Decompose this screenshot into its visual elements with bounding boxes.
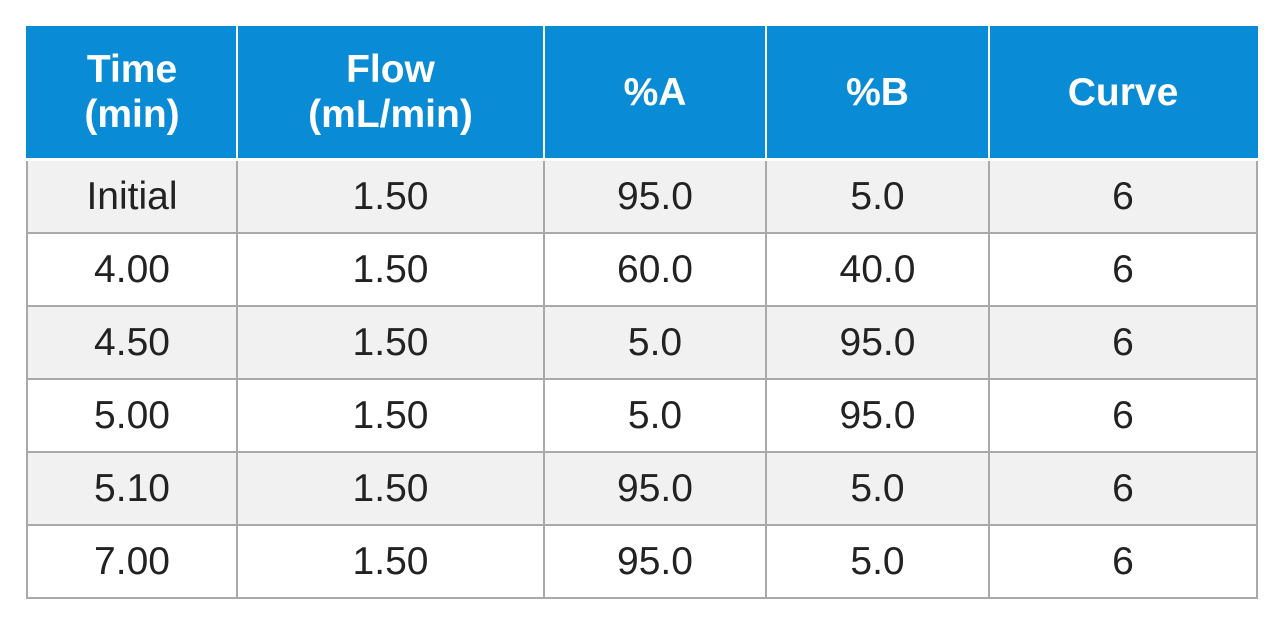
cell-curve: 6 xyxy=(988,451,1258,526)
header-curve: Curve xyxy=(988,26,1258,161)
table-body: Initial 1.50 95.0 5.0 6 4.00 1.50 60.0 4… xyxy=(26,158,1258,599)
header-time-label: Time xyxy=(86,48,178,91)
cell-curve: 6 xyxy=(988,305,1258,380)
table-row: 5.00 1.50 5.0 95.0 6 xyxy=(26,378,1258,453)
cell-time: 4.00 xyxy=(26,232,238,307)
header-curve-label: Curve xyxy=(1067,70,1179,114)
cell-percent-a: 5.0 xyxy=(543,378,767,453)
cell-curve: 6 xyxy=(988,232,1258,307)
table-row: 4.50 1.50 5.0 95.0 6 xyxy=(26,305,1258,380)
header-flow: Flow (mL/min) xyxy=(236,26,545,161)
cell-curve: 6 xyxy=(988,378,1258,453)
gradient-table: Time (min) Flow (mL/min) %A %B Curve Ini… xyxy=(26,26,1258,599)
cell-percent-a: 95.0 xyxy=(543,158,767,234)
cell-percent-b: 5.0 xyxy=(765,158,990,234)
table-row: 7.00 1.50 95.0 5.0 6 xyxy=(26,524,1258,599)
cell-flow: 1.50 xyxy=(236,451,545,526)
header-percent-b: %B xyxy=(765,26,990,161)
cell-percent-a: 5.0 xyxy=(543,305,767,380)
table-row: Initial 1.50 95.0 5.0 6 xyxy=(26,158,1258,234)
cell-percent-b: 5.0 xyxy=(765,524,990,599)
cell-flow: 1.50 xyxy=(236,158,545,234)
header-percent-b-label: %B xyxy=(846,70,909,114)
cell-flow: 1.50 xyxy=(236,524,545,599)
table-header: Time (min) Flow (mL/min) %A %B Curve xyxy=(26,26,1258,161)
header-time: Time (min) xyxy=(26,26,238,161)
table-row: 5.10 1.50 95.0 5.0 6 xyxy=(26,451,1258,526)
cell-percent-a: 60.0 xyxy=(543,232,767,307)
cell-percent-b: 95.0 xyxy=(765,378,990,453)
cell-time: 7.00 xyxy=(26,524,238,599)
cell-percent-b: 95.0 xyxy=(765,305,990,380)
header-time-unit: (min) xyxy=(84,93,180,136)
cell-time: 5.10 xyxy=(26,451,238,526)
cell-time: 4.50 xyxy=(26,305,238,380)
header-flow-unit: (mL/min) xyxy=(308,93,473,136)
cell-time: 5.00 xyxy=(26,378,238,453)
header-percent-a-label: %A xyxy=(623,70,687,114)
table-row: 4.00 1.50 60.0 40.0 6 xyxy=(26,232,1258,307)
cell-curve: 6 xyxy=(988,524,1258,599)
cell-flow: 1.50 xyxy=(236,305,545,380)
header-flow-label: Flow xyxy=(346,48,435,91)
cell-flow: 1.50 xyxy=(236,378,545,453)
cell-percent-b: 5.0 xyxy=(765,451,990,526)
header-percent-a: %A xyxy=(543,26,767,161)
cell-percent-a: 95.0 xyxy=(543,451,767,526)
cell-time: Initial xyxy=(26,158,238,234)
header-row: Time (min) Flow (mL/min) %A %B Curve xyxy=(26,26,1258,161)
cell-percent-b: 40.0 xyxy=(765,232,990,307)
cell-curve: 6 xyxy=(988,158,1258,234)
cell-flow: 1.50 xyxy=(236,232,545,307)
cell-percent-a: 95.0 xyxy=(543,524,767,599)
